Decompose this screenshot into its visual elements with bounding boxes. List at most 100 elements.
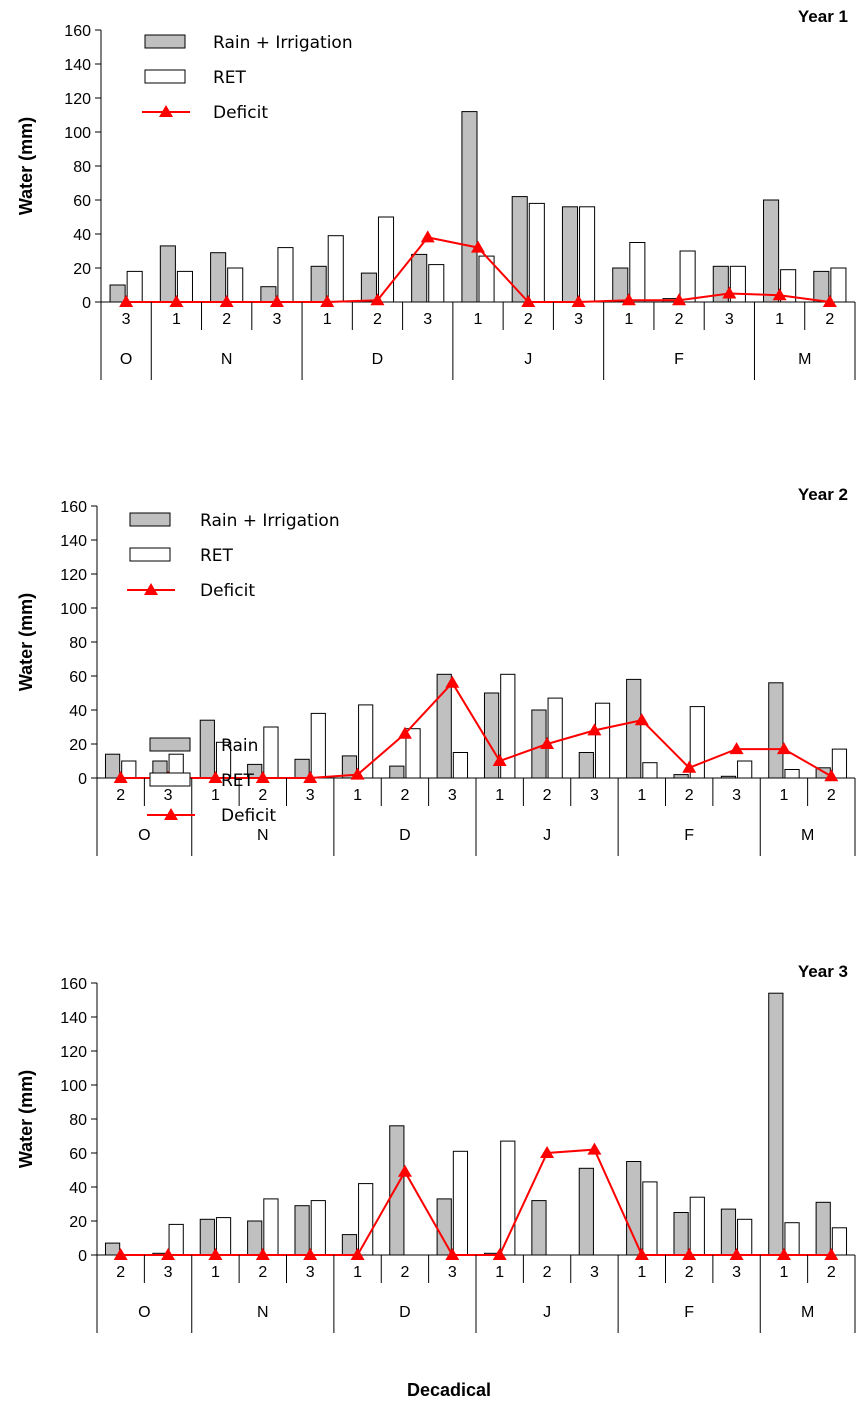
x-tick-label: 3 [306, 1264, 315, 1281]
month-label: N [257, 1304, 269, 1321]
bar-ret [784, 769, 800, 779]
bar-rain [436, 673, 452, 779]
x-tick-label: 1 [474, 311, 483, 328]
bar-rain [210, 252, 227, 303]
x-tick-label: 2 [827, 787, 836, 804]
y-tick-label: 20 [73, 261, 91, 278]
bar-ret [831, 1227, 848, 1256]
x-tick-label: 3 [272, 311, 281, 328]
bar-rain [294, 1205, 310, 1256]
legend-label: Deficit [213, 103, 268, 123]
bar-ret [452, 1150, 469, 1256]
y-tick-label: 120 [60, 1044, 87, 1061]
bar-rain [531, 1200, 547, 1256]
chart-panel-year-2: 0 20 40 60 80 100 120 140 160 Water (mm) Year 2 2 3 1… [16, 485, 856, 856]
deficit-point [269, 295, 284, 307]
bar-rain [389, 1125, 405, 1256]
y-tick-label: 100 [64, 125, 91, 142]
month-label: O [138, 1304, 150, 1321]
month-label: O [138, 827, 150, 844]
deficit-point [303, 771, 318, 783]
bar-rain [294, 758, 310, 779]
deficit-point [824, 1248, 839, 1260]
y-tick-label: 140 [64, 57, 91, 74]
month-label: D [399, 1304, 411, 1321]
x-tick-label: 2 [400, 1264, 409, 1281]
legend-swatch-deficit-marker [144, 583, 158, 595]
legend-label: Deficit [221, 806, 276, 826]
x-tick-label: 1 [775, 311, 784, 328]
month-label: J [543, 1304, 551, 1321]
y-tick-label: 80 [69, 1112, 87, 1129]
bar-ret [327, 235, 344, 303]
deficit-point [776, 1248, 791, 1260]
deficit-point [682, 760, 697, 773]
bar-ret [358, 1183, 374, 1256]
x-tick-label: 1 [637, 1264, 646, 1281]
deficit-point [420, 230, 435, 243]
bar-ret [452, 752, 469, 779]
y-tick-label: 80 [73, 159, 91, 176]
deficit-point [320, 295, 335, 307]
bar-rain [104, 1242, 121, 1256]
month-label: M [798, 351, 811, 368]
legend-label: Deficit [200, 581, 255, 601]
chart-panel-year-1: 0 20 40 60 80 100 120 140 160 Water (mm) Year 1 3 1 2… [16, 7, 856, 380]
legend-swatch-rain [144, 34, 186, 49]
bar-rain [768, 682, 784, 779]
deficit-point [113, 1248, 128, 1260]
bar-ret [547, 697, 563, 779]
deficit-point [208, 771, 223, 783]
panel-title: Year 2 [798, 485, 848, 504]
month-label: N [257, 827, 269, 844]
deficit-point [445, 675, 460, 688]
y-tick-label: 40 [73, 227, 91, 244]
deficit-point [587, 1142, 602, 1155]
bar-rain [673, 774, 689, 779]
x-tick-label: 2 [685, 1264, 694, 1281]
x-tick-label: 3 [122, 311, 131, 328]
y-tick-label: 120 [64, 91, 91, 108]
legend-label: RET [200, 546, 234, 566]
month-label: J [543, 827, 551, 844]
bar-rain [461, 111, 478, 303]
x-tick-label: 1 [323, 311, 332, 328]
y-tick-label: 60 [69, 1146, 87, 1163]
panel-title: Year 3 [798, 962, 848, 981]
bar-ret [679, 250, 696, 303]
x-tick-label: 1 [172, 311, 181, 328]
y-tick-label: 80 [69, 635, 87, 652]
y-tick-label: 100 [60, 1078, 87, 1095]
bar-rain [310, 265, 327, 303]
deficit-point [208, 1248, 223, 1260]
deficit-point [729, 1248, 744, 1260]
bar-rain [578, 1167, 594, 1256]
y-tick-label: 0 [78, 1248, 87, 1265]
bar-ret [737, 760, 753, 779]
deficit-point [571, 295, 586, 307]
deficit-point [370, 293, 385, 306]
y-tick-label: 100 [60, 601, 87, 618]
bar-ret [215, 1217, 232, 1256]
bar-rain [626, 678, 642, 779]
bar-rain [260, 286, 277, 303]
legend-swatch-deficit-marker [159, 105, 173, 117]
bar-rain [389, 765, 405, 779]
deficit-point [722, 286, 737, 299]
legend-swatch-ret [144, 69, 186, 84]
month-label: F [684, 827, 694, 844]
x-tick-label: 1 [779, 787, 788, 804]
deficit-point [303, 1248, 318, 1260]
deficit-point [776, 742, 791, 755]
bar-rain [815, 1201, 831, 1256]
deficit-point [350, 767, 365, 780]
bar-ret [428, 264, 445, 303]
bar-rain [159, 245, 176, 303]
deficit-point [822, 295, 837, 307]
month-label: D [372, 351, 384, 368]
y-axis-title: Water (mm) [16, 117, 36, 215]
y-tick-label: 140 [60, 1010, 87, 1027]
y-tick-label: 0 [78, 771, 87, 788]
bar-rain [199, 1218, 215, 1256]
